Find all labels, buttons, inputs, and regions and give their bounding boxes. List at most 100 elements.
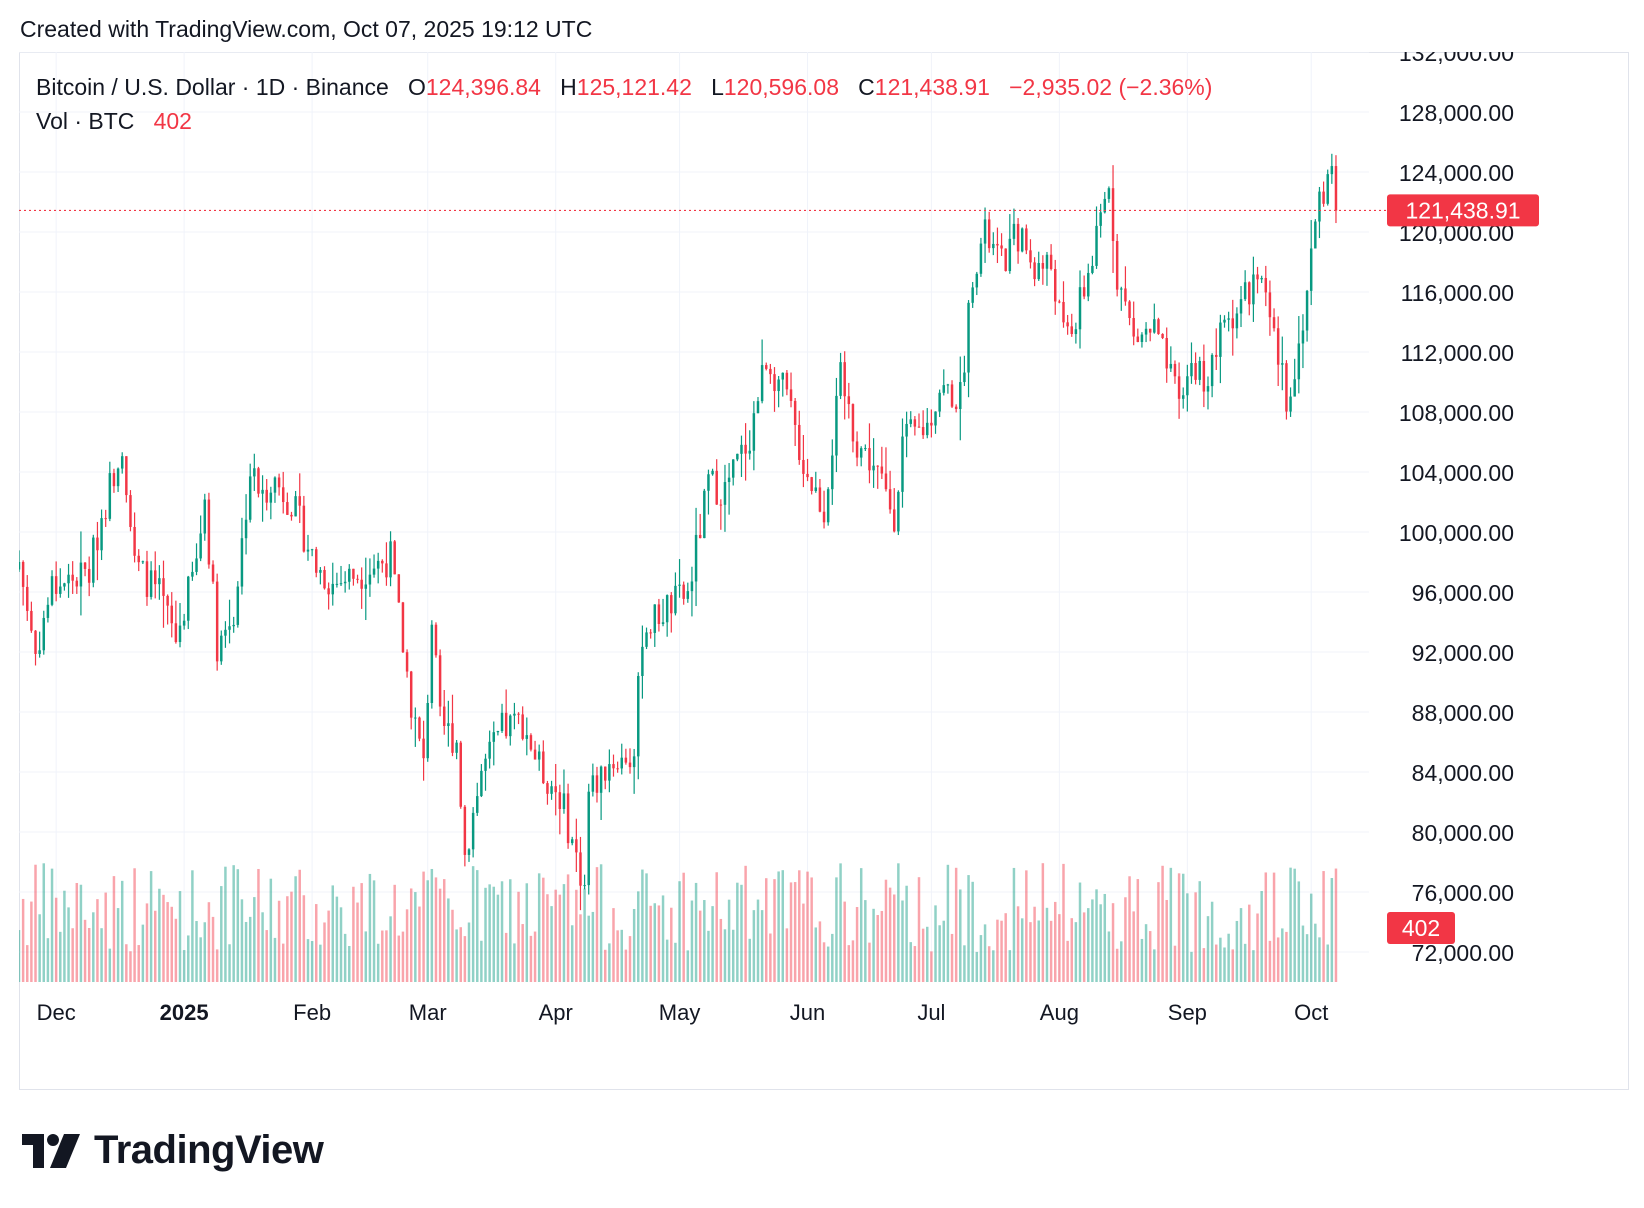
volume-bar	[405, 909, 409, 982]
candle-body	[810, 477, 813, 492]
candle-body	[1029, 250, 1032, 263]
last-price-label: 121,438.91	[1405, 197, 1520, 223]
volume-bar	[273, 937, 277, 982]
candle-body	[892, 509, 896, 532]
candle-body	[1322, 191, 1325, 204]
volume-bar	[112, 876, 116, 982]
volume-bar	[1074, 922, 1078, 982]
change-value: −2,935.02 (−2.36%)	[1009, 74, 1213, 100]
volume-bars	[19, 863, 1338, 982]
volume-bar	[83, 919, 87, 982]
volume-bar	[108, 948, 112, 982]
candle-body	[228, 626, 231, 630]
x-tick-label: May	[659, 1000, 701, 1025]
candle-body	[26, 586, 29, 611]
candle-body	[562, 793, 566, 809]
candle-body	[727, 477, 731, 483]
candle-body	[224, 629, 227, 636]
candle-body	[1281, 363, 1284, 365]
volume-bar	[232, 865, 235, 982]
volume-bar	[459, 927, 462, 982]
tradingview-logo[interactable]: TradingView	[22, 1128, 324, 1173]
candle-body	[554, 786, 557, 793]
candle-body	[372, 568, 376, 575]
volume-bar	[1066, 940, 1069, 982]
volume-bar	[125, 944, 128, 982]
candle-body	[1202, 360, 1206, 392]
volume-bar	[1148, 931, 1152, 982]
candle-body	[1099, 212, 1102, 226]
volume-bar	[905, 885, 908, 982]
candle-body	[174, 623, 178, 643]
candle-body	[1169, 363, 1173, 369]
volume-bar	[661, 895, 665, 982]
close-label: C	[858, 74, 875, 100]
candle-body	[133, 526, 136, 556]
close-value: 121,438.91	[874, 74, 990, 100]
candle-body	[220, 635, 223, 662]
volume-bar	[719, 918, 723, 982]
volume-bar	[930, 951, 933, 982]
volume-bar	[802, 903, 805, 982]
candle-body	[1095, 225, 1098, 266]
volume-bar	[1045, 907, 1049, 982]
volume-bar	[529, 935, 533, 982]
candle-body	[992, 243, 995, 249]
candle-body	[979, 243, 983, 274]
candle-body	[954, 406, 958, 410]
volume-bar	[983, 924, 987, 982]
candle-body	[459, 742, 462, 807]
volume-bar	[992, 950, 995, 982]
volume-bar	[277, 900, 281, 982]
price-axis[interactable]: 72,000.00 76,000.00 80,000.00 84,000.00 88,0…	[1399, 52, 1514, 966]
time-axis[interactable]: Dec 2025 Feb Mar Apr May Jun Jul Aug Sep Oct	[37, 1000, 1329, 1025]
volume-bar	[533, 931, 537, 982]
candlestick-chart[interactable]: 72,000.00 76,000.00 80,000.00 84,000.00 88,0…	[19, 52, 1629, 1090]
candle-body	[748, 450, 751, 454]
volume-bar	[1248, 904, 1251, 982]
volume-bar	[975, 951, 979, 982]
volume-bar	[26, 945, 29, 982]
tradingview-wordmark: TradingView	[94, 1128, 324, 1172]
candle-body	[1128, 301, 1131, 319]
candle-body	[604, 766, 607, 781]
volume-bar	[1202, 948, 1206, 982]
volume-bar	[430, 868, 434, 982]
x-tick-label: Jun	[790, 1000, 825, 1025]
candle-body	[1289, 396, 1292, 412]
candle-body	[777, 379, 780, 392]
candle-body	[1120, 288, 1123, 290]
volume-bar	[1124, 897, 1127, 982]
volume-bar	[785, 928, 789, 982]
candle-body	[670, 595, 673, 614]
volume-bar	[715, 872, 718, 982]
volume-bar	[348, 945, 351, 982]
volume-bar	[599, 864, 603, 982]
volume-bar	[1058, 914, 1061, 982]
candle-body	[773, 374, 776, 392]
candle-body	[1272, 317, 1276, 329]
candle-body	[166, 595, 169, 606]
volume-bar	[525, 883, 529, 982]
volume-bar	[38, 914, 41, 982]
candle-body	[909, 419, 912, 424]
volume-bar	[438, 888, 442, 982]
volume-bar	[1252, 950, 1255, 982]
candle-body	[310, 549, 314, 551]
volume-bar	[558, 894, 562, 982]
volume-bar	[42, 863, 46, 982]
x-tick-label: Apr	[539, 1000, 573, 1025]
volume-bar	[769, 933, 772, 982]
volume-bar	[1272, 872, 1276, 982]
volume-bar	[1186, 893, 1189, 982]
volume-bar	[996, 919, 999, 982]
candle-body	[376, 560, 380, 569]
candle-body	[1111, 188, 1115, 242]
volume-bar	[116, 908, 120, 982]
volume-bar	[488, 884, 491, 982]
volume-bar	[612, 908, 615, 982]
candle-body	[818, 487, 822, 512]
candle-body	[1078, 287, 1082, 330]
candle-body	[393, 541, 396, 575]
volume-bar	[500, 881, 504, 982]
